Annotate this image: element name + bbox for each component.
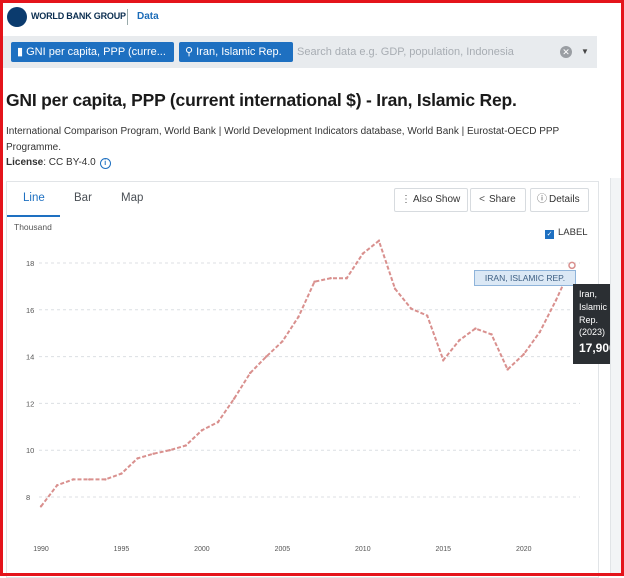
share-label: Share bbox=[489, 194, 516, 205]
details-label: Details bbox=[549, 194, 580, 205]
active-tab-indicator bbox=[7, 215, 60, 217]
data-point[interactable] bbox=[281, 340, 284, 343]
tab-line[interactable]: Line bbox=[23, 192, 45, 204]
y-tick-label: 12 bbox=[26, 399, 34, 408]
data-point[interactable] bbox=[184, 444, 188, 447]
data-point[interactable] bbox=[55, 484, 59, 487]
data-point[interactable] bbox=[425, 314, 429, 317]
label-toggle-text: LABEL bbox=[558, 227, 588, 238]
x-tick-label: 1990 bbox=[33, 546, 49, 553]
data-point[interactable] bbox=[361, 252, 365, 255]
data-point[interactable] bbox=[265, 355, 268, 358]
series-label: IRAN, ISLAMIC REP. bbox=[474, 270, 576, 286]
side-panel-scroll[interactable] bbox=[610, 178, 624, 576]
data-point[interactable] bbox=[297, 315, 300, 319]
label-toggle[interactable]: ✓ LABEL bbox=[545, 227, 588, 239]
tooltip-country-line: Islamic bbox=[579, 302, 608, 312]
search-input[interactable]: Search data e.g. GDP, population, Indone… bbox=[297, 46, 514, 58]
indicator-chip[interactable]: ▮ GNI per capita, PPP (curre... bbox=[11, 42, 174, 62]
y-tick-label: 16 bbox=[26, 306, 34, 315]
series-line bbox=[40, 239, 573, 508]
data-point[interactable] bbox=[104, 478, 107, 481]
data-point[interactable] bbox=[393, 287, 397, 290]
share-icon: < bbox=[479, 194, 485, 205]
data-point[interactable] bbox=[442, 358, 445, 362]
x-tick-label: 2015 bbox=[435, 546, 451, 553]
data-source: International Comparison Program, World … bbox=[6, 126, 560, 153]
world-bank-logo-icon[interactable] bbox=[7, 7, 27, 27]
brand-name[interactable]: WORLD BANK GROUP bbox=[31, 11, 126, 21]
data-point[interactable] bbox=[71, 478, 75, 481]
data-point[interactable] bbox=[506, 368, 509, 371]
bar-chart-icon: ▮ bbox=[17, 46, 27, 58]
checkbox-checked-icon[interactable]: ✓ bbox=[545, 230, 554, 239]
site-header: WORLD BANK GROUP Data bbox=[3, 3, 621, 33]
license-info: License: CC BY-4.0 i bbox=[6, 157, 111, 169]
data-point[interactable] bbox=[554, 299, 558, 302]
tooltip-country: Iran, Islamic Rep. bbox=[579, 288, 607, 327]
clear-search-icon[interactable]: ✕ bbox=[560, 46, 572, 58]
indicator-chip-label: GNI per capita, PPP (curre... bbox=[26, 46, 166, 58]
search-bar: ▮ GNI per capita, PPP (curre... ⚲ Iran, … bbox=[3, 36, 597, 68]
data-point[interactable] bbox=[409, 307, 413, 310]
data-point[interactable] bbox=[152, 452, 155, 455]
tooltip-value: 17,900 bbox=[579, 341, 616, 355]
data-point[interactable] bbox=[474, 327, 477, 330]
data-point[interactable] bbox=[522, 353, 525, 356]
license-value[interactable]: : CC BY-4.0 bbox=[43, 157, 96, 168]
chart-panel: Line Bar Map ⋮ Also Show < Share ⓘ Details … bbox=[6, 181, 599, 578]
data-point[interactable] bbox=[88, 478, 91, 481]
tab-map[interactable]: Map bbox=[121, 192, 144, 204]
share-button[interactable]: < Share bbox=[470, 188, 526, 212]
chevron-down-icon[interactable]: ▼ bbox=[581, 47, 589, 56]
data-point[interactable] bbox=[168, 449, 171, 452]
license-label: License bbox=[6, 157, 44, 168]
map-pin-icon: ⚲ bbox=[185, 46, 197, 58]
info-icon[interactable]: i bbox=[99, 158, 111, 169]
data-point[interactable] bbox=[458, 339, 461, 342]
data-point[interactable] bbox=[329, 277, 332, 280]
data-point[interactable] bbox=[216, 420, 220, 424]
y-tick-label: 18 bbox=[26, 259, 34, 268]
section-link[interactable]: Data bbox=[137, 11, 159, 22]
data-point[interactable] bbox=[345, 277, 348, 280]
tooltip-country-line: Iran, bbox=[579, 289, 598, 299]
page-title: GNI per capita, PPP (current internation… bbox=[6, 90, 517, 110]
data-point[interactable] bbox=[39, 505, 43, 508]
also-show-button[interactable]: ⋮ Also Show bbox=[394, 188, 468, 212]
tooltip-year: (2023) bbox=[579, 327, 606, 337]
x-tick-label: 1995 bbox=[114, 546, 130, 553]
data-point[interactable] bbox=[120, 472, 123, 475]
header-divider bbox=[127, 9, 128, 25]
tooltip-country-line: Rep. bbox=[579, 315, 599, 325]
data-point[interactable] bbox=[200, 429, 204, 432]
y-tick-label: 10 bbox=[26, 446, 34, 455]
y-axis-label: Thousand bbox=[14, 222, 52, 232]
country-chip-label: Iran, Islamic Rep. bbox=[196, 46, 282, 58]
tab-bar[interactable]: Bar bbox=[74, 192, 92, 204]
also-show-label: Also Show bbox=[413, 194, 461, 205]
data-point[interactable] bbox=[232, 397, 236, 400]
x-tick-label: 2000 bbox=[194, 546, 210, 553]
data-point[interactable] bbox=[538, 330, 542, 334]
data-point[interactable] bbox=[313, 280, 316, 283]
details-button[interactable]: ⓘ Details bbox=[530, 188, 589, 212]
y-tick-label: 8 bbox=[26, 493, 30, 502]
data-point[interactable] bbox=[377, 239, 381, 242]
x-tick-label: 2005 bbox=[275, 546, 291, 553]
x-tick-label: 2010 bbox=[355, 546, 371, 553]
data-point[interactable] bbox=[490, 333, 493, 336]
x-tick-label: 2020 bbox=[516, 546, 532, 553]
highlighted-data-point[interactable] bbox=[568, 261, 576, 270]
data-point[interactable] bbox=[136, 457, 139, 460]
info-circle-icon: ⓘ bbox=[537, 194, 547, 205]
more-vertical-icon: ⋮ bbox=[401, 194, 411, 205]
data-point[interactable] bbox=[248, 371, 252, 375]
country-chip[interactable]: ⚲ Iran, Islamic Rep. bbox=[179, 42, 293, 62]
y-tick-label: 14 bbox=[26, 353, 34, 362]
